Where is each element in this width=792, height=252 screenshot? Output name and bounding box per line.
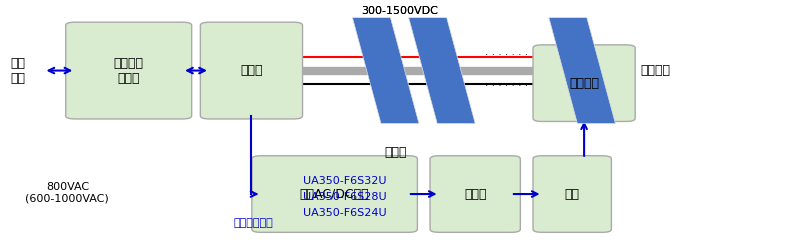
Text: 300-1500VDC: 300-1500VDC (361, 6, 439, 16)
Polygon shape (352, 18, 419, 123)
Text: 减速装置: 减速装置 (569, 77, 599, 90)
FancyBboxPatch shape (66, 22, 192, 119)
Text: 旋转主轴: 旋转主轴 (640, 64, 670, 77)
Text: 高压
电网: 高压 电网 (10, 56, 25, 85)
FancyBboxPatch shape (533, 45, 635, 121)
FancyBboxPatch shape (252, 156, 417, 232)
FancyBboxPatch shape (430, 156, 520, 232)
Text: 冠优电源产品: 冠优电源产品 (234, 218, 273, 228)
Polygon shape (409, 18, 475, 123)
Text: 光伏板: 光伏板 (385, 146, 407, 159)
Text: · · · · · · ·: · · · · · · · (485, 50, 528, 60)
Text: · · · · · · ·: · · · · · · · (485, 81, 528, 91)
FancyBboxPatch shape (533, 156, 611, 232)
Text: 逆变器: 逆变器 (240, 64, 263, 77)
Text: 800VAC
(600-1000VAC): 800VAC (600-1000VAC) (25, 182, 109, 204)
Polygon shape (549, 18, 615, 123)
Text: 工频升压
变压器: 工频升压 变压器 (114, 56, 143, 85)
Text: 高压AC/DC电源: 高压AC/DC电源 (300, 187, 369, 201)
Text: 电机: 电机 (565, 187, 580, 201)
Text: UA350-F6S28U: UA350-F6S28U (303, 192, 386, 202)
Text: 300-1500VDC: 300-1500VDC (361, 6, 439, 16)
FancyBboxPatch shape (200, 22, 303, 119)
Text: UA350-F6S24U: UA350-F6S24U (303, 208, 386, 218)
Text: UA350-F6S32U: UA350-F6S32U (303, 176, 386, 186)
Text: 控制板: 控制板 (464, 187, 486, 201)
